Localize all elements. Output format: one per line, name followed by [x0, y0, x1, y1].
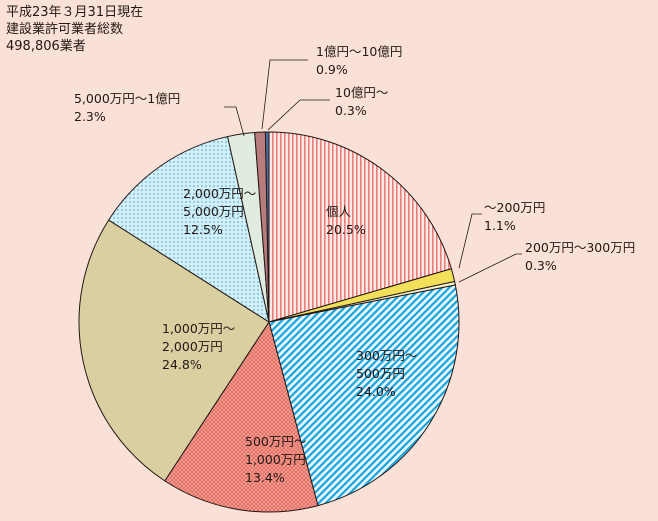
slice-label-8: 1億円～10億円 0.9%: [316, 44, 402, 77]
slice-category-7: 5,000万円～1億円: [74, 91, 180, 106]
note-date: 平成23年３月31日現在: [6, 5, 144, 20]
pie-slice-300-500-3: [268, 284, 460, 507]
slice-label-5: 1,000万円～ 2,000万円 24.8%: [162, 321, 235, 372]
slice-category-1: ～200万円: [484, 200, 545, 215]
slice-category-3: 300万円～: [356, 348, 417, 363]
slice-category-6: 2,000万円～: [183, 186, 256, 201]
slice-category-4: 1,000万円: [245, 452, 306, 467]
leader-line-8: [261, 59, 308, 130]
slice-value-2: 0.3%: [525, 258, 557, 273]
slice-value-9: 0.3%: [335, 103, 367, 118]
slice-label-3: 300万円～ 500万円 24.0%: [356, 348, 417, 399]
pie-slice-500-1-000-4: [164, 321, 319, 513]
slice-value-4: 13.4%: [245, 470, 285, 485]
slice-value-7: 2.3%: [74, 109, 106, 124]
slice-value-0: 20.5%: [326, 222, 366, 237]
pie-slice-10-9: [264, 131, 270, 323]
slice-category-0: 個人: [326, 204, 352, 219]
slice-category-6: 5,000万円: [183, 204, 244, 219]
slice-label-4: 500万円～ 1,000万円 13.4%: [245, 434, 306, 485]
leader-line-7: [224, 106, 245, 137]
note-total-label: 建設業許可業者総数: [6, 22, 124, 37]
slice-category-5: 1,000万円～: [162, 321, 235, 336]
leader-line-1: [458, 213, 482, 269]
slice-value-3: 24.0%: [356, 384, 396, 399]
slice-value-1: 1.1%: [484, 218, 516, 233]
slice-category-8: 1億円～10億円: [316, 44, 402, 59]
pie-slice-1-000-2-000-5: [78, 219, 270, 482]
pie-slice-2-000-5-000-6: [108, 136, 270, 323]
slice-label-7: 5,000万円～1億円 2.3%: [74, 91, 180, 124]
slice-value-8: 0.9%: [316, 62, 348, 77]
slice-value-6: 12.5%: [183, 222, 223, 237]
note-total-count: 498,806業者: [6, 39, 86, 54]
slice-category-3: 500万円: [356, 366, 405, 381]
slice-category-2: 200万円～300万円: [525, 240, 635, 255]
slice-category-5: 2,000万円: [162, 339, 223, 354]
slice-value-5: 24.8%: [162, 357, 202, 372]
leader-line-9: [267, 99, 330, 131]
chart-note: 平成23年３月31日現在 建設業許可業者総数 498,806業者: [6, 4, 143, 55]
slice-label-2: 200万円～300万円 0.3%: [525, 240, 635, 273]
slice-label-6: 2,000万円～ 5,000万円 12.5%: [183, 186, 256, 237]
slice-label-0: 個人 20.5%: [326, 204, 366, 237]
leader-line-2: [458, 253, 522, 283]
slice-label-1: ～200万円 1.1%: [484, 200, 545, 233]
slice-category-9: 10億円～: [335, 85, 388, 100]
slice-label-9: 10億円～ 0.3%: [335, 85, 388, 118]
pie-slice-0: [268, 131, 452, 323]
slice-category-4: 500万円～: [245, 434, 306, 449]
